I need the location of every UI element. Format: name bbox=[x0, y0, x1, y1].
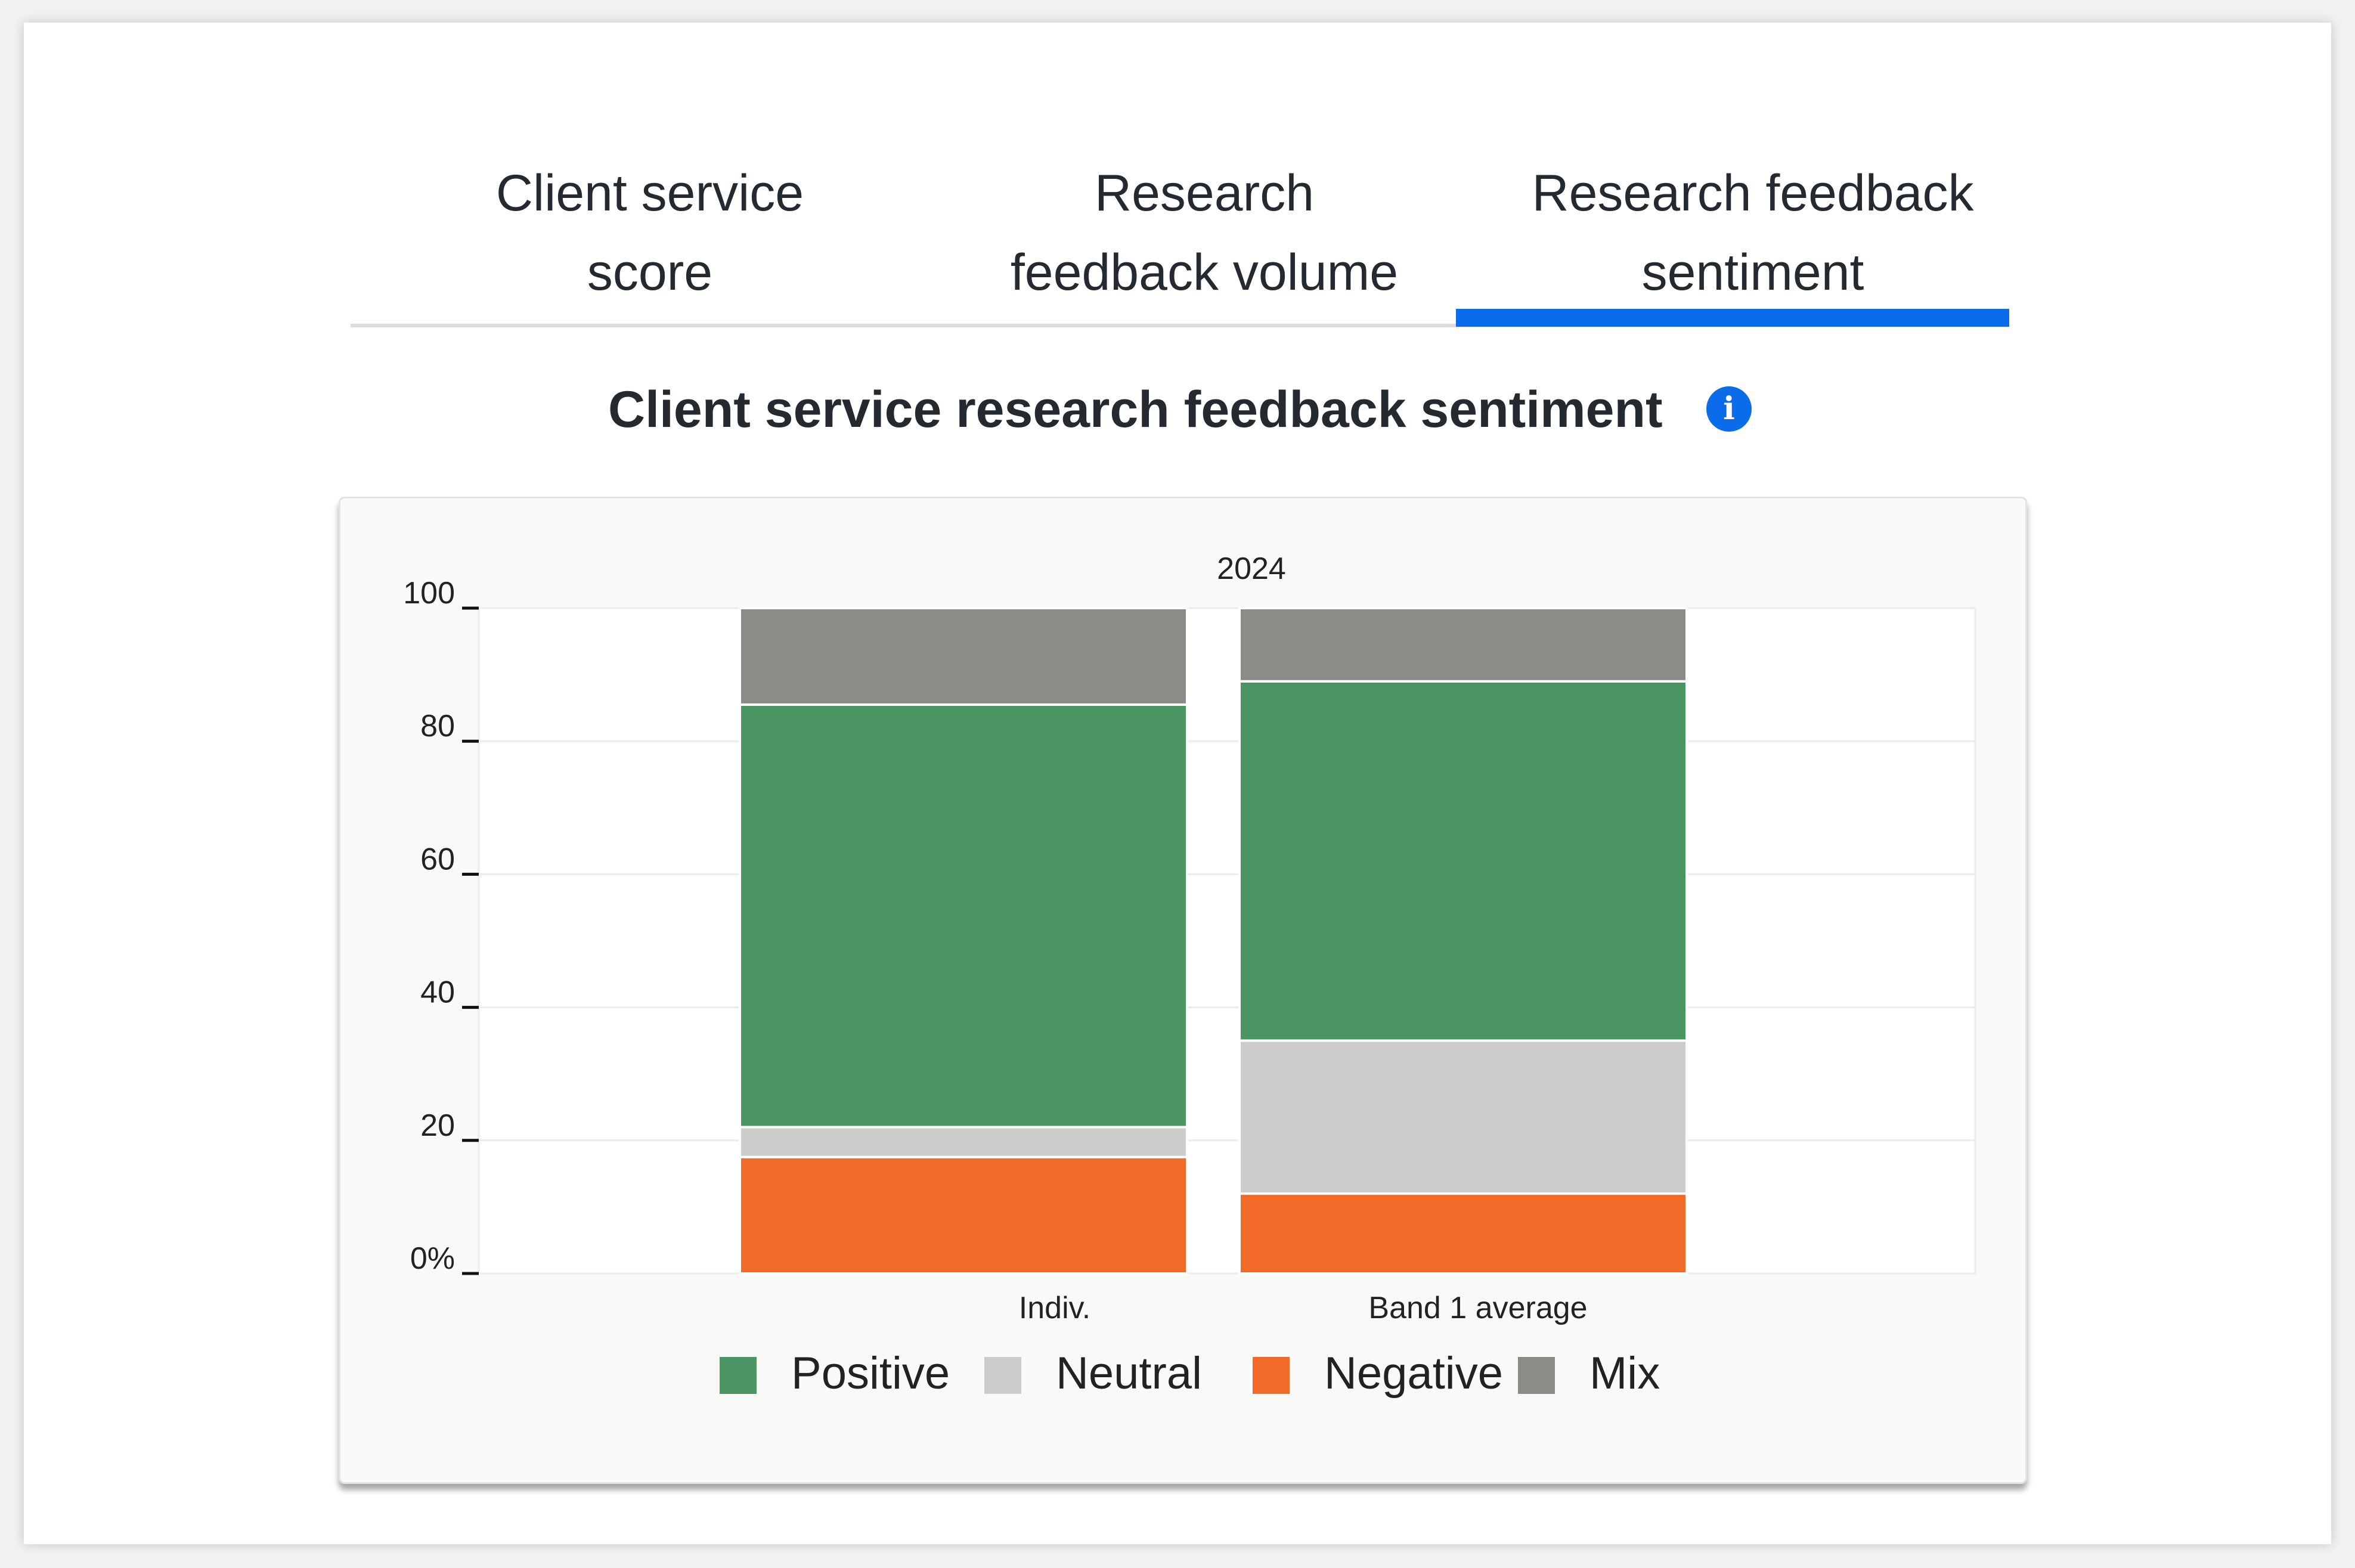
legend-label-neutral: Neutral bbox=[1056, 1348, 1202, 1399]
y-tick-label: 80 bbox=[420, 709, 455, 743]
y-tick-label: 60 bbox=[420, 842, 455, 876]
page: Client service score Research feedback v… bbox=[24, 23, 2331, 1544]
x-tick-label: Indiv. bbox=[1019, 1291, 1090, 1325]
legend-label-negative: Negative bbox=[1324, 1348, 1503, 1399]
active-tab-indicator bbox=[1456, 309, 2009, 327]
y-tick-label: 20 bbox=[420, 1108, 455, 1143]
legend-label-positive: Positive bbox=[791, 1348, 950, 1399]
legend-swatch-negative bbox=[1253, 1357, 1290, 1394]
legend-label-mix: Mix bbox=[1589, 1348, 1660, 1399]
y-tick-label: 40 bbox=[420, 975, 455, 1010]
chart-card: 0% 20 40 60 80 100 2024 Indiv. Band 1 average Pos… bbox=[339, 497, 2027, 1484]
tab-research-feedback-sentiment[interactable]: Research feedback sentiment bbox=[1479, 154, 2027, 312]
tab-label-line1: Research feedback bbox=[1532, 165, 1974, 222]
tab-label-line2: sentiment bbox=[1641, 244, 1864, 301]
legend-swatch-positive bbox=[720, 1357, 757, 1394]
bar-mix-1 bbox=[739, 607, 1188, 706]
plot-area bbox=[478, 607, 1976, 1275]
bar-positive-2 bbox=[1238, 680, 1688, 1042]
tab-research-feedback-volume[interactable]: Research feedback volume bbox=[930, 154, 1479, 312]
bar-positive-1 bbox=[739, 703, 1188, 1129]
bar-negative-2 bbox=[1238, 1192, 1688, 1275]
legend-swatch-mix bbox=[1518, 1357, 1555, 1394]
tab-label-line2: feedback volume bbox=[1010, 244, 1399, 301]
info-icon[interactable]: i bbox=[1706, 386, 1752, 432]
x-tick-label: Band 1 average bbox=[1368, 1291, 1587, 1325]
stacked-bar-chart: 0% 20 40 60 80 100 2024 Indiv. Band 1 average Pos… bbox=[403, 551, 1976, 1399]
tab-client-service-score[interactable]: Client service score bbox=[393, 154, 906, 312]
legend-swatch-neutral bbox=[984, 1357, 1021, 1394]
tab-label-line1: Client service bbox=[495, 165, 804, 222]
chart-section-title: Client service research feedback sentime… bbox=[608, 381, 1663, 438]
bar-neutral-1 bbox=[739, 1126, 1188, 1158]
bar-mix-2 bbox=[1238, 607, 1688, 683]
tab-label-line1: Research bbox=[1094, 165, 1315, 222]
tab-divider bbox=[351, 324, 2009, 327]
bar-negative-1 bbox=[739, 1155, 1188, 1275]
tab-label-line2: score bbox=[587, 244, 713, 301]
y-tick-label: 0% bbox=[410, 1241, 455, 1276]
y-tick-label: 100 bbox=[403, 576, 455, 611]
bar-neutral-2 bbox=[1238, 1039, 1688, 1195]
chart-title: 2024 bbox=[1217, 551, 1286, 586]
